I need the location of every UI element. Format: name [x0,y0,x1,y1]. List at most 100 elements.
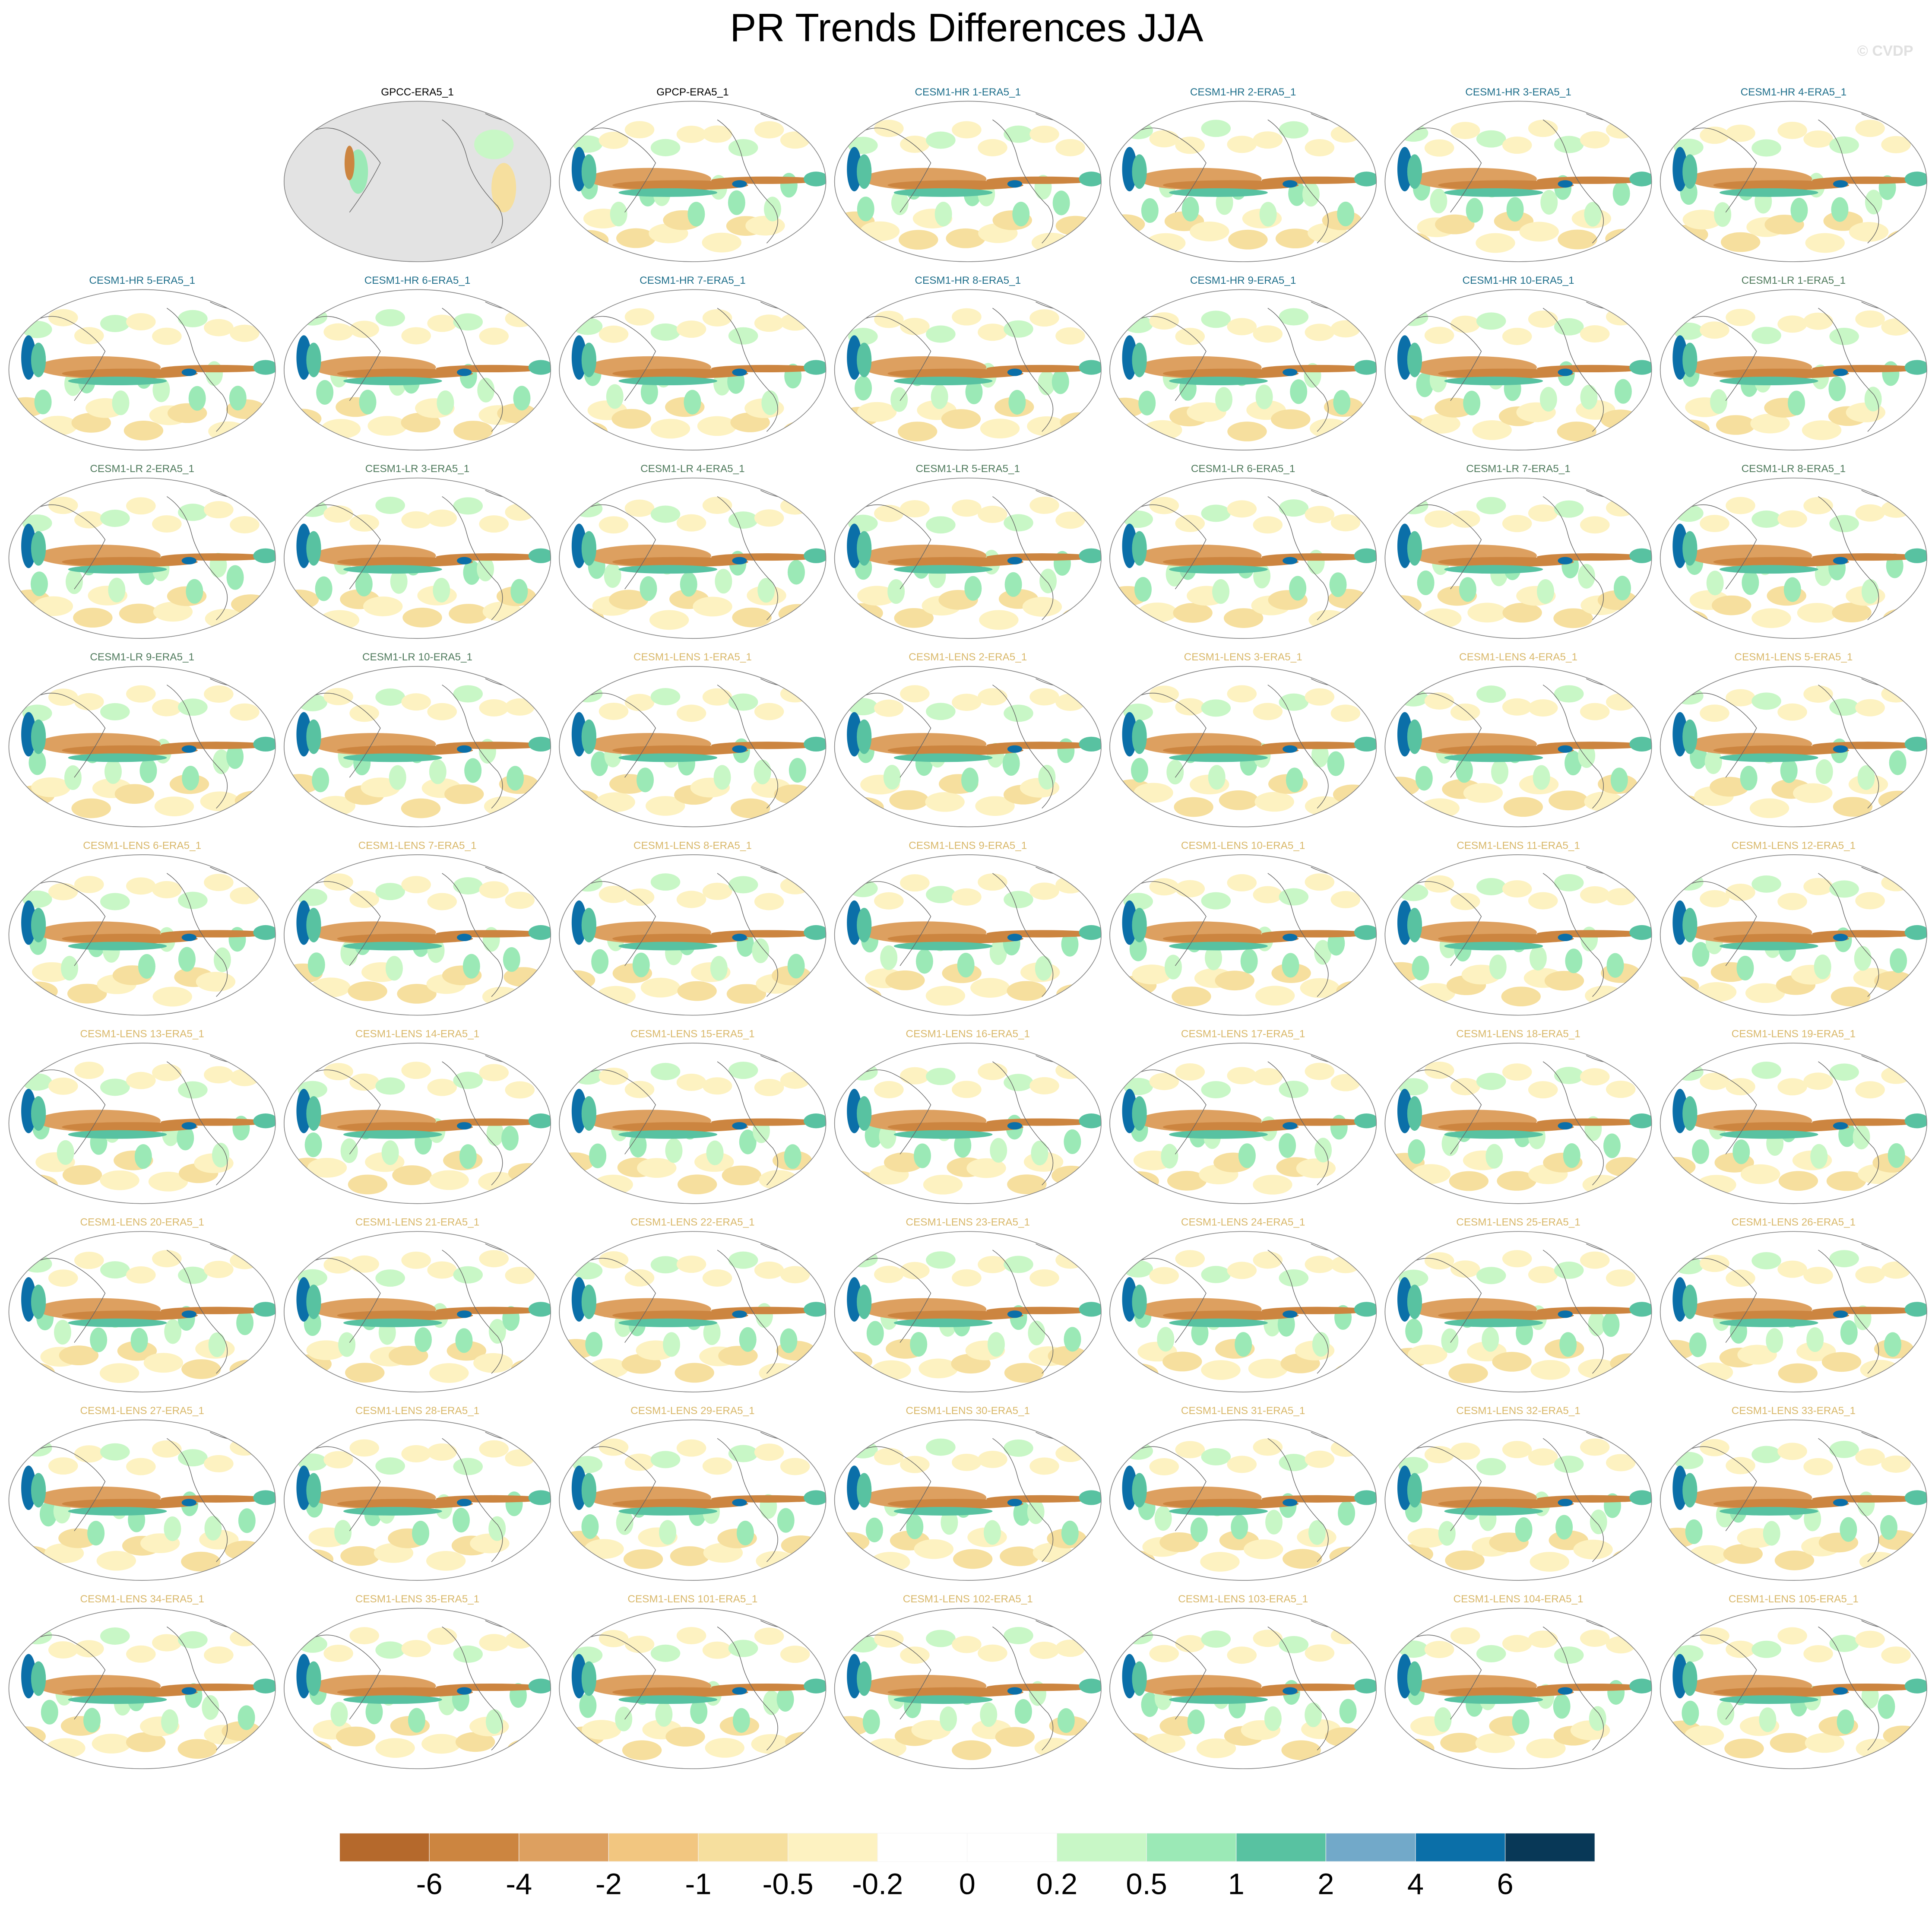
field-blob [1253,1068,1283,1085]
field-blob [1308,1520,1326,1545]
field-blob [1682,907,1698,942]
field-blob [1482,1327,1499,1352]
field-blob [1854,946,1872,971]
field-blob [702,1077,732,1095]
field-blob [292,1740,333,1760]
field-blob [1079,1113,1101,1129]
panel-title: CESM1-LR 7-ERA5_1 [1466,463,1571,475]
field-blob [754,1261,784,1279]
field-blob [1235,1332,1252,1357]
field-blob [139,758,157,783]
field-blob [181,1687,196,1695]
field-blob [1450,122,1480,140]
field-blob [1790,198,1808,223]
field-blob [1606,308,1636,326]
field-blob [1038,764,1056,790]
field-blob [401,511,431,529]
field-blob [1563,1143,1580,1168]
map-field [1109,1608,1377,1769]
field-blob [230,324,260,342]
field-blob [1166,760,1184,785]
field-band [618,1695,718,1704]
field-blob [978,873,1007,891]
map-panel: CESM1-LENS 34-ERA5_1 [8,1593,276,1770]
field-blob [427,703,457,720]
field-blob [100,1261,130,1279]
field-blob [1283,1122,1298,1130]
map-outline [559,289,827,450]
field-blob [1449,1171,1489,1191]
field-blob [1512,1709,1530,1735]
field-blob [1279,1636,1309,1653]
field-blob [675,1363,714,1383]
colorbar-tick-label: 0.2 [1036,1867,1077,1900]
field-blob [1283,557,1298,565]
field-blob [1289,576,1307,601]
color-box [339,1833,430,1862]
field-blob [894,608,934,628]
field-blob [375,1738,415,1758]
field-band [68,565,167,574]
field-blob [464,758,482,783]
field-blob [1516,1320,1533,1345]
field-band [1713,180,1850,190]
field-blob [702,1457,732,1475]
field-blob [1031,1141,1048,1166]
color-box [1236,1833,1326,1862]
field-band [1719,753,1818,762]
map-outline [1660,1419,1927,1581]
field-band [1444,1130,1543,1139]
colorbar-tick-label: -6 [416,1867,443,1900]
field-blob [178,1081,208,1099]
field-blob [1286,767,1303,793]
field-blob [1149,1645,1179,1662]
map-field [834,478,1101,639]
field-blob [1459,577,1476,602]
field-blob [1580,703,1610,720]
field-blob [323,1451,353,1468]
panel-title: CESM1-LR 4-ERA5_1 [640,463,745,475]
field-blob [1227,1262,1257,1279]
panel-title: CESM1-HR 1-ERA5_1 [915,86,1021,98]
field-blob [375,1077,405,1095]
field-blob [978,1062,1007,1080]
field-blob [589,1143,607,1168]
field-blob [754,1627,784,1645]
field-blob [1407,1661,1422,1696]
field-blob [780,1646,810,1663]
field-blob [1450,703,1480,721]
field-blob [1004,704,1033,722]
field-blob [900,1067,930,1085]
map-panel: CESM1-LR 1-ERA5_1 [1660,275,1927,450]
field-blob [1407,1096,1422,1131]
field-blob [757,578,775,603]
field-blob [1826,1171,1866,1191]
field-blob [1558,229,1597,250]
field-band [1713,933,1850,944]
field-blob [212,1142,229,1168]
map-outline [1109,289,1377,450]
colorbar-tick-label: -2 [595,1867,622,1900]
field-blob [31,1661,46,1696]
panel-title: CESM1-LENS 28-ERA5_1 [355,1405,479,1417]
field-blob [1553,1694,1571,1719]
field-blob [238,1705,255,1730]
field-blob [1777,893,1807,910]
field-blob [1231,1514,1248,1540]
map-outline [559,477,827,639]
panel-title: CESM1-HR 9-ERA5_1 [1190,275,1296,286]
field-blob [438,1690,456,1716]
field-band [893,377,993,386]
field-blob [375,1269,405,1287]
field-blob [1333,784,1373,805]
field-blob [119,603,159,624]
field-blob [1305,688,1335,706]
field-blob [1354,1302,1377,1317]
panel-title: CESM1-LENS 101-ERA5_1 [627,1593,757,1605]
field-band [1719,1130,1818,1139]
map-panel: CESM1-LENS 24-ERA5_1 [1109,1217,1377,1392]
field-blob [913,1143,931,1168]
field-band [62,557,198,567]
field-blob [857,1096,872,1131]
